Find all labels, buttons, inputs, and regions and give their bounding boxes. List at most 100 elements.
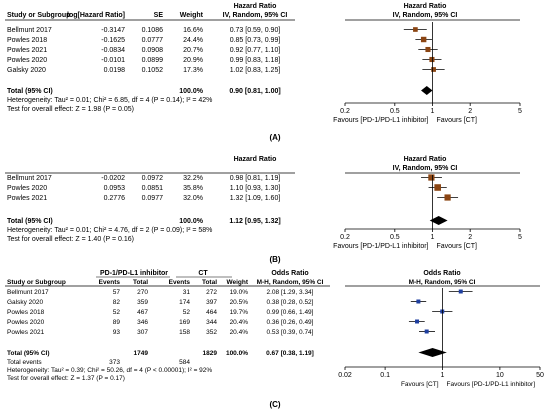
heterogeneity-text: Heterogeneity: Tau² = 0.01; Chi² = 6.85,… <box>7 97 212 104</box>
header-se: SE <box>154 12 164 19</box>
favours-left: Favours [PD-1/PD-L1 inhibitor] <box>333 243 428 250</box>
heterogeneity-text: Heterogeneity: Tau² = 0.01; Chi² = 4.76,… <box>7 227 212 234</box>
study-estimate-box <box>413 27 418 32</box>
total-treatment: 359 <box>137 299 148 306</box>
total-weight: 100.0% <box>179 88 204 95</box>
total-label: Total (95% CI) <box>7 88 53 95</box>
header-plot-title: Hazard Ratio <box>404 156 447 163</box>
header-plot-title: Hazard Ratio <box>404 3 447 10</box>
x-tick-label: 10 <box>496 372 504 379</box>
study-estimate-box <box>431 67 436 72</box>
panel-label: (C) <box>269 400 280 409</box>
x-tick-label: 0.02 <box>338 372 352 379</box>
total-events-treatment: 373 <box>109 359 120 366</box>
total-treatment: 270 <box>137 289 148 296</box>
total-ci-text: 0.90 [0.81, 1.00] <box>229 88 280 95</box>
total-control: 464 <box>206 309 217 316</box>
effect-ci-text: 0.98 [0.81, 1.19] <box>230 175 281 182</box>
header-total2: Total <box>202 279 217 286</box>
standard-error: 0.1052 <box>142 67 164 74</box>
standard-error: 0.1086 <box>142 27 164 34</box>
total-ci-text: 0.67 [0.38, 1.19] <box>266 350 314 357</box>
log-hazard-ratio: -0.0834 <box>101 47 125 54</box>
total-control: 272 <box>206 289 217 296</box>
study-name: Powles 2021 <box>7 47 47 54</box>
study-name: Powles 2018 <box>7 309 45 316</box>
x-tick-label: 0.2 <box>340 234 350 241</box>
log-hazard-ratio: 0.0198 <box>104 67 126 74</box>
study-estimate-box <box>434 184 441 191</box>
study-weight: 20.9% <box>183 57 203 64</box>
header-plot-method: M-H, Random, 95% CI <box>409 279 476 286</box>
effect-ci-text: 0.99 [0.66, 1.49] <box>267 309 314 316</box>
total-treatment: 346 <box>137 319 148 326</box>
study-estimate-box <box>425 46 431 53</box>
pooled-estimate-diamond <box>418 348 447 357</box>
study-estimate-box <box>429 56 435 63</box>
header-effect-title: Odds Ratio <box>271 270 308 277</box>
effect-ci-text: 0.53 [0.39, 0.74] <box>267 329 314 336</box>
header-effect-title: Hazard Ratio <box>234 3 277 10</box>
x-tick-label: 5 <box>518 234 522 241</box>
header-total1: Total <box>133 279 148 286</box>
header-effect-title: Hazard Ratio <box>234 156 277 163</box>
standard-error: 0.0899 <box>142 57 164 64</box>
log-hazard-ratio: -0.0202 <box>101 175 125 182</box>
study-weight: 24.4% <box>183 37 203 44</box>
header-events2: Events <box>169 279 191 286</box>
overall-effect-text: Test for overall effect: Z = 1.40 (P = 0… <box>7 236 134 243</box>
total-label: Total (95% CI) <box>7 350 50 357</box>
favours-left: Favours [CT] <box>401 381 439 388</box>
log-hazard-ratio: 0.2776 <box>104 195 126 202</box>
total-n-treatment: 1749 <box>134 350 149 357</box>
x-tick-label: 50 <box>536 372 544 379</box>
study-weight: 32.2% <box>183 175 203 182</box>
study-name: Bellmunt 2017 <box>7 27 52 34</box>
study-name: Powles 2018 <box>7 37 47 44</box>
events-control: 158 <box>179 329 190 336</box>
events-control: 169 <box>179 319 190 326</box>
study-name: Bellmunt 2017 <box>7 289 49 296</box>
events-control: 31 <box>183 289 191 296</box>
events-treatment: 89 <box>113 319 121 326</box>
events-control: 174 <box>179 299 190 306</box>
total-treatment: 307 <box>137 329 148 336</box>
total-weight: 100.0% <box>226 350 248 357</box>
total-control: 344 <box>206 319 217 326</box>
x-tick-label: 0.5 <box>390 234 400 241</box>
pooled-estimate-diamond <box>429 216 448 225</box>
panel-label: (A) <box>269 133 280 142</box>
header-study: Study or Subgroup <box>7 279 66 286</box>
heterogeneity-text: Heterogeneity: Tau² = 0.39; Chi² = 50.26… <box>7 367 212 374</box>
study-name: Powles 2020 <box>7 57 47 64</box>
header-weight: Weight <box>180 12 204 19</box>
events-treatment: 57 <box>113 289 121 296</box>
x-tick-label: 2 <box>468 234 472 241</box>
study-estimate-box <box>416 299 421 304</box>
x-tick-label: 5 <box>518 108 522 115</box>
study-weight: 20.5% <box>230 299 249 306</box>
study-name: Powles 2021 <box>7 195 47 202</box>
log-hazard-ratio: -0.0101 <box>101 57 125 64</box>
study-estimate-box <box>420 36 427 43</box>
standard-error: 0.0908 <box>142 47 164 54</box>
header-weight: Weight <box>226 279 248 286</box>
total-control: 352 <box>206 329 217 336</box>
study-name: Bellmunt 2017 <box>7 175 52 182</box>
overall-effect-text: Test for overall effect: Z = 1.98 (P = 0… <box>7 106 134 113</box>
study-weight: 35.8% <box>183 185 203 192</box>
header-log-hr: log[Hazard Ratio] <box>67 12 125 19</box>
effect-ci-text: 1.32 [1.09, 1.60] <box>230 195 281 202</box>
header-study: Study or Subgroup <box>7 12 70 19</box>
favours-left: Favours [PD-1/PD-L1 inhibitor] <box>333 117 428 124</box>
effect-ci-text: 0.99 [0.83, 1.18] <box>230 57 281 64</box>
effect-ci-text: 0.92 [0.77, 1.10] <box>230 47 281 54</box>
effect-ci-text: 1.02 [0.83, 1.25] <box>230 67 281 74</box>
study-weight: 16.6% <box>183 27 203 34</box>
study-weight: 19.7% <box>230 309 249 316</box>
log-hazard-ratio: 0.0953 <box>104 185 126 192</box>
total-ci-text: 1.12 [0.95, 1.32] <box>229 218 280 225</box>
study-name: Galsky 2020 <box>7 67 46 74</box>
x-tick-label: 2 <box>468 108 472 115</box>
study-weight: 20.7% <box>183 47 203 54</box>
